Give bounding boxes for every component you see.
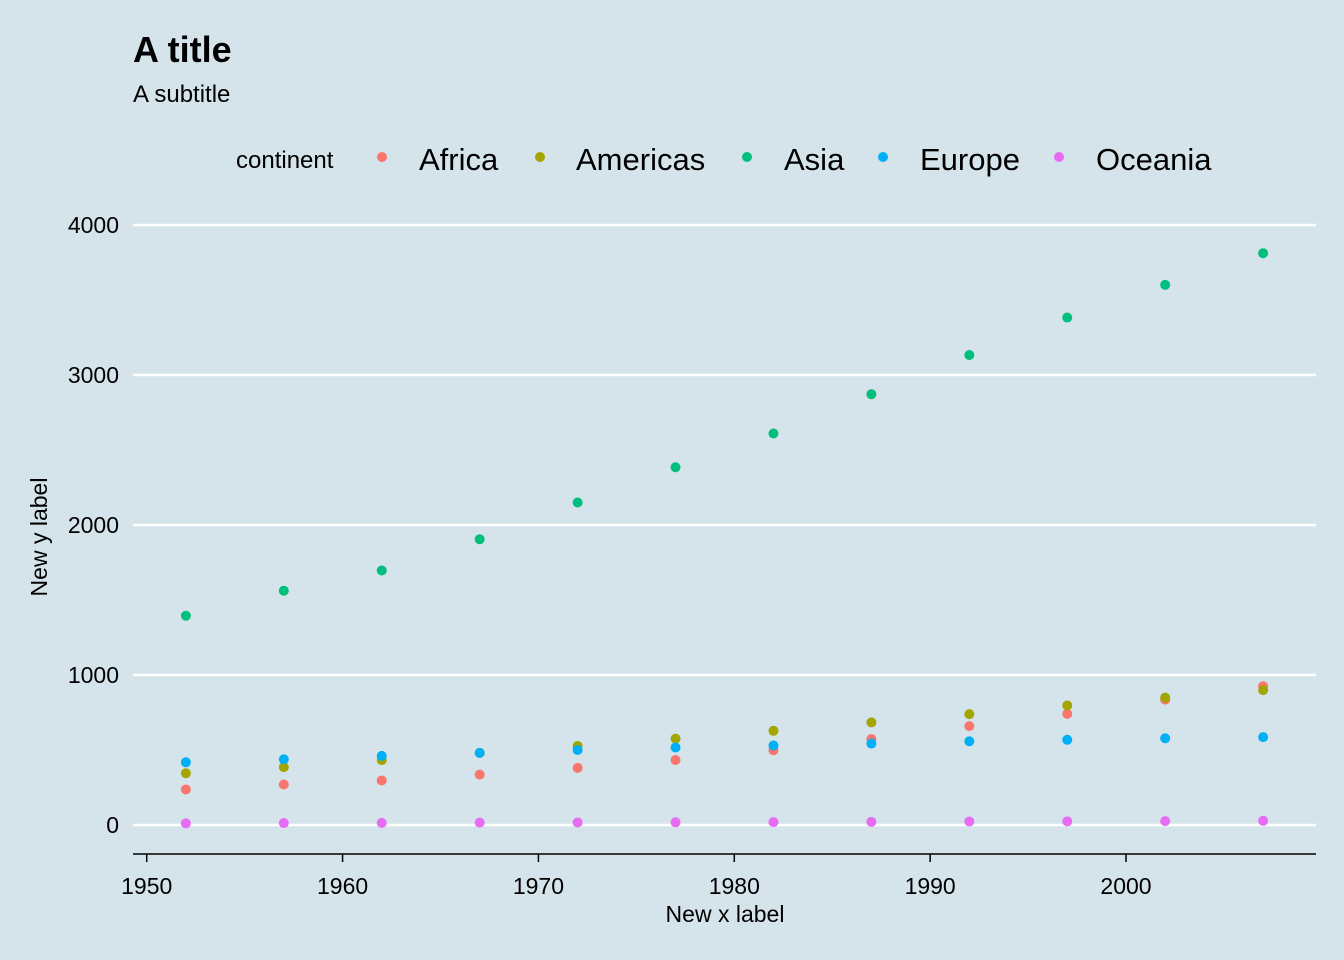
data-point bbox=[866, 717, 877, 728]
data-point bbox=[572, 497, 583, 508]
data-point bbox=[1258, 248, 1269, 259]
y-tick-label: 1000 bbox=[68, 662, 119, 688]
legend-label: Europe bbox=[920, 142, 1020, 177]
data-points bbox=[180, 248, 1269, 829]
data-point bbox=[866, 738, 877, 749]
data-point bbox=[1160, 692, 1171, 703]
x-tick-label: 1960 bbox=[317, 873, 368, 899]
data-point bbox=[964, 350, 975, 361]
legend-item-europe: Europe bbox=[878, 142, 1020, 177]
data-point bbox=[1258, 685, 1269, 696]
legend-item-oceania: Oceania bbox=[1054, 142, 1212, 177]
data-point bbox=[670, 742, 681, 753]
series-americas bbox=[180, 685, 1269, 779]
data-point bbox=[866, 816, 877, 827]
data-point bbox=[1062, 816, 1073, 827]
data-point bbox=[768, 725, 779, 736]
data-point bbox=[768, 428, 779, 439]
x-tick-label: 2000 bbox=[1100, 873, 1151, 899]
data-point bbox=[572, 762, 583, 773]
legend-key bbox=[535, 152, 545, 162]
legend-key bbox=[1054, 152, 1064, 162]
data-point bbox=[376, 817, 387, 828]
data-point bbox=[1062, 700, 1073, 711]
legend-key bbox=[377, 152, 387, 162]
chart-subtitle: A subtitle bbox=[133, 81, 230, 108]
data-point bbox=[180, 768, 191, 779]
legend-label: Oceania bbox=[1096, 142, 1212, 177]
legend-item-africa: Africa bbox=[377, 142, 499, 177]
data-point bbox=[180, 784, 191, 795]
chart-title: A title bbox=[133, 29, 232, 70]
y-axis-title: New y label bbox=[26, 478, 52, 597]
data-point bbox=[1062, 312, 1073, 323]
series-europe bbox=[180, 732, 1269, 768]
series-oceania bbox=[180, 815, 1269, 829]
legend-item-americas: Americas bbox=[535, 142, 705, 177]
legend-label: Asia bbox=[784, 142, 845, 177]
data-point bbox=[376, 565, 387, 576]
data-point bbox=[474, 747, 485, 758]
data-point bbox=[278, 754, 289, 765]
y-tick-label: 2000 bbox=[68, 512, 119, 538]
legend-title: continent bbox=[236, 147, 334, 174]
y-tick-label: 3000 bbox=[68, 362, 119, 388]
data-point bbox=[572, 817, 583, 828]
legend-label: Americas bbox=[576, 142, 705, 177]
x-tick-label: 1970 bbox=[513, 873, 564, 899]
y-axis-tick-labels: 0 1000 2000 3000 4000 bbox=[68, 212, 119, 838]
data-point bbox=[278, 762, 289, 773]
data-point bbox=[964, 709, 975, 720]
legend: continent Africa Americas Asia Europe Oceani… bbox=[236, 142, 1212, 177]
data-point bbox=[866, 389, 877, 400]
data-point bbox=[1258, 815, 1269, 826]
data-point bbox=[572, 745, 583, 755]
legend-items: Africa Americas Asia Europe Oceania bbox=[377, 142, 1212, 177]
y-tick-label: 0 bbox=[106, 812, 119, 838]
data-point bbox=[1062, 734, 1073, 745]
gridlines bbox=[133, 223, 1316, 827]
data-point bbox=[670, 755, 681, 766]
x-tick-label: 1980 bbox=[709, 873, 760, 899]
x-tick-label: 1950 bbox=[121, 873, 172, 899]
data-point bbox=[768, 817, 779, 828]
legend-key bbox=[742, 152, 752, 162]
data-point bbox=[474, 769, 485, 780]
data-point bbox=[474, 817, 485, 828]
y-tick-label: 4000 bbox=[68, 212, 119, 238]
data-point bbox=[964, 721, 975, 732]
data-point bbox=[1258, 732, 1269, 743]
data-point bbox=[376, 775, 387, 786]
series-africa bbox=[180, 681, 1269, 795]
data-point bbox=[278, 818, 289, 829]
data-point bbox=[768, 740, 779, 751]
data-point bbox=[474, 534, 485, 545]
data-point bbox=[1160, 816, 1171, 827]
x-axis-title: New x label bbox=[666, 901, 785, 927]
data-point bbox=[278, 779, 289, 790]
data-point bbox=[180, 757, 191, 768]
data-point bbox=[670, 462, 681, 473]
x-tick-label: 1990 bbox=[905, 873, 956, 899]
data-point bbox=[964, 816, 975, 827]
x-axis: 1950 1960 1970 1980 1990 2000 bbox=[121, 853, 1316, 899]
data-point bbox=[670, 817, 681, 828]
data-point bbox=[180, 610, 191, 621]
data-point bbox=[1160, 279, 1171, 290]
legend-label: Africa bbox=[419, 142, 499, 177]
data-point bbox=[1160, 733, 1171, 744]
legend-item-asia: Asia bbox=[742, 142, 845, 177]
data-point bbox=[376, 750, 387, 761]
data-point bbox=[278, 585, 289, 596]
series-asia bbox=[180, 248, 1269, 621]
data-point bbox=[1062, 708, 1073, 719]
data-point bbox=[180, 818, 191, 829]
data-point bbox=[964, 736, 975, 747]
data-point bbox=[670, 733, 681, 744]
legend-key bbox=[878, 152, 888, 162]
